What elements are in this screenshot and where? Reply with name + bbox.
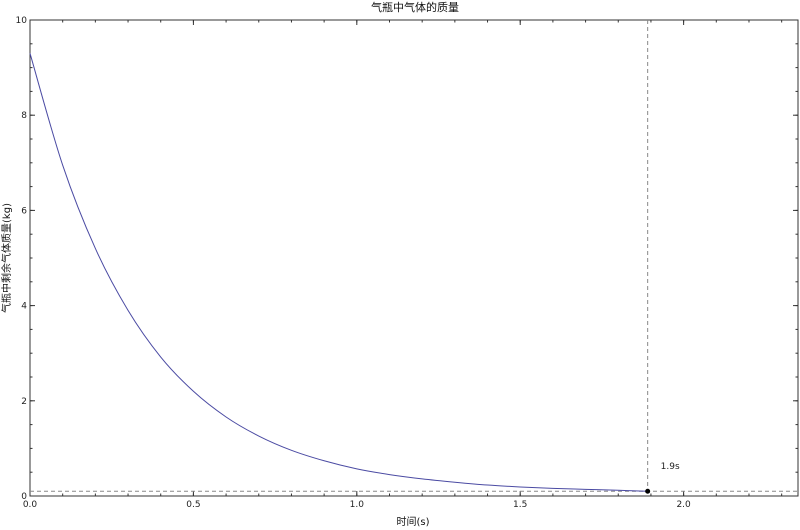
reference-lines bbox=[30, 20, 798, 496]
x-tick-label: 0.5 bbox=[186, 500, 200, 510]
time-annotation: 1.9s bbox=[661, 462, 680, 472]
axis-ticks: 0.0 0.5 1.0 1.5 2.0 0 2 4 6 8 10 bbox=[16, 16, 798, 510]
y-tick-label: 0 bbox=[21, 492, 27, 502]
y-tick-label: 4 bbox=[21, 302, 27, 312]
y-tick-label: 10 bbox=[16, 16, 28, 26]
plot-area bbox=[29, 19, 799, 497]
y-axis-label: 气瓶中剩余气体质量(kg) bbox=[0, 203, 13, 313]
x-tick-label: 1.5 bbox=[513, 500, 527, 510]
y-tick-label: 6 bbox=[21, 206, 27, 216]
x-tick-label: 1.0 bbox=[350, 500, 365, 510]
plot-frame bbox=[29, 19, 799, 497]
mass-curve bbox=[29, 53, 648, 492]
x-tick-label: 0.0 bbox=[23, 500, 38, 510]
end-point-marker bbox=[645, 488, 651, 494]
x-axis-label: 时间(s) bbox=[396, 515, 429, 528]
x-tick-label: 2.0 bbox=[676, 500, 691, 510]
y-tick-label: 8 bbox=[21, 111, 27, 121]
chart-title: 气瓶中气体的质量 bbox=[371, 0, 459, 14]
y-tick-label: 2 bbox=[21, 397, 27, 407]
